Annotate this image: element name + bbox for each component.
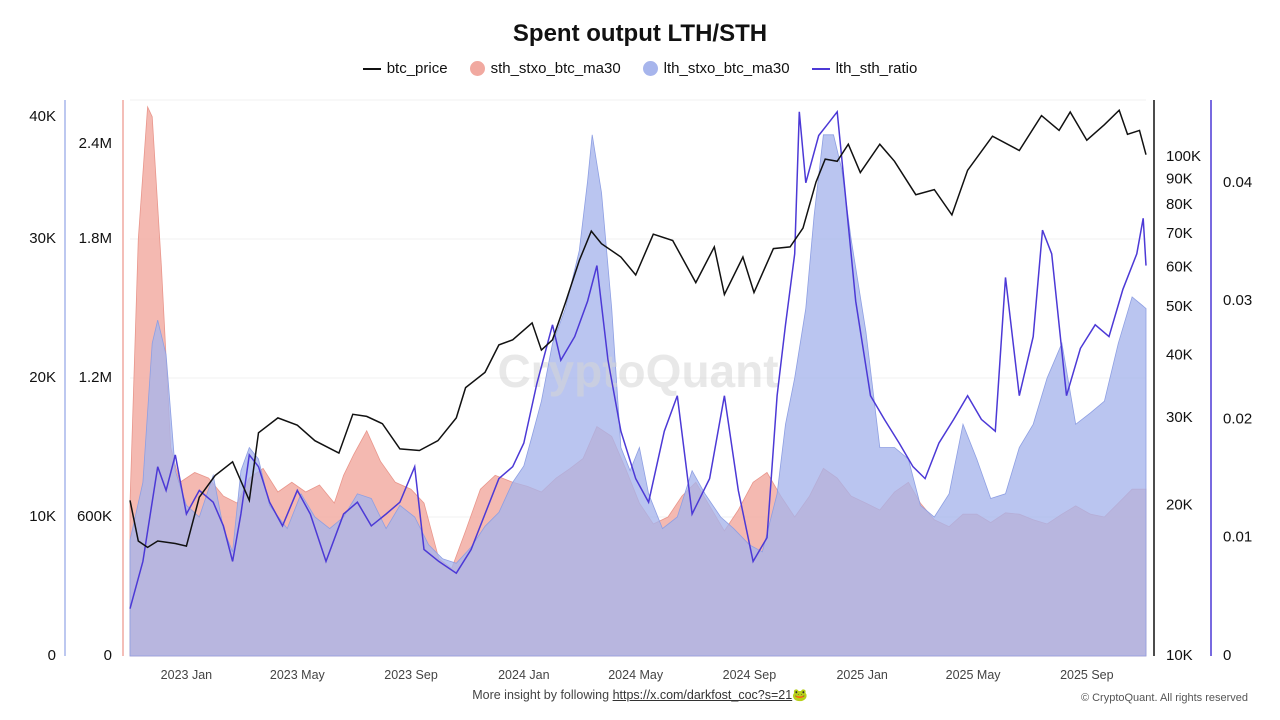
line-layer (129, 108, 1147, 609)
y-tick-left1: 40K (29, 108, 56, 125)
y-tick-right1: 20K (1166, 497, 1193, 514)
footer-note: More insight by following https://x.com/… (0, 688, 1280, 703)
legend-swatch-lth-stxo (642, 61, 658, 76)
legend-swatch-lth-sth-ratio (811, 67, 830, 70)
legend-label-lth-stxo: lth_stxo_btc_ma30 (663, 60, 790, 77)
legend-label-lth-sth-ratio: lth_sth_ratio (835, 60, 918, 77)
y-tick-left1: 20K (29, 369, 56, 386)
legend-item-lth-sth-ratio[interactable]: lth_sth_ratio (811, 60, 918, 77)
legend-label-sth-stxo: sth_stxo_btc_ma30 (490, 60, 621, 77)
frog-icon: 🐸 (792, 688, 808, 702)
chart-title: Spent output LTH/STH (512, 20, 768, 47)
footer-link[interactable]: https://x.com/darkfost_coc?s=21 (612, 688, 793, 702)
y-tick-right1: 50K (1166, 298, 1193, 315)
y-tick-right2: 0 (1223, 647, 1231, 664)
x-tick-label: 2023 Jan (161, 668, 212, 682)
y-tick-left1: 0 (48, 647, 56, 664)
y-tick-right2: 0.04 (1223, 174, 1252, 191)
legend-label-btc-price: btc_price (386, 60, 448, 77)
y-tick-right1: 60K (1166, 259, 1193, 276)
footer-prefix: More insight by following (472, 688, 613, 702)
x-tick-label: 2024 Sep (723, 668, 777, 682)
area-layer (129, 105, 1147, 657)
y-tick-right1: 10K (1166, 647, 1193, 664)
y-tick-left2: 600K (77, 508, 112, 525)
x-tick-label: 2025 Jan (836, 668, 887, 682)
series-line-btc-price (129, 108, 1147, 549)
chart-legend: btc_price sth_stxo_btc_ma30 lth_stxo_btc… (0, 60, 1280, 77)
axis-layer: 40K 30K 20K 10K 0 2.4M 1.8M 1.2M 600K 0 100K 90K 80K… (29, 100, 1252, 682)
x-tick-label: 2025 Sep (1060, 668, 1114, 682)
legend-swatch-btc-price (362, 67, 381, 70)
legend-swatch-sth-stxo (469, 61, 485, 76)
legend-item-sth-stxo[interactable]: sth_stxo_btc_ma30 (469, 60, 621, 77)
y-tick-left2: 1.2M (79, 369, 112, 386)
x-tick-label: 2023 May (270, 668, 326, 682)
y-tick-right1: 90K (1166, 171, 1193, 188)
series-line-lth-sth-ratio (129, 109, 1147, 609)
y-tick-right2: 0.02 (1223, 410, 1252, 427)
y-tick-left1: 30K (29, 230, 56, 247)
y-tick-left2: 2.4M (79, 135, 112, 152)
y-tick-left2: 0 (104, 647, 112, 664)
y-tick-right2: 0.03 (1223, 292, 1252, 309)
y-tick-right2: 0.01 (1223, 529, 1252, 546)
series-area-lth-stxo (129, 134, 1147, 657)
y-tick-right1: 100K (1166, 148, 1201, 165)
y-tick-right1: 80K (1166, 196, 1193, 213)
y-tick-left2: 1.8M (79, 230, 112, 247)
x-tick-label: 2024 May (608, 668, 664, 682)
legend-item-btc-price[interactable]: btc_price (362, 60, 448, 77)
y-tick-right1: 40K (1166, 346, 1193, 363)
y-tick-right1: 30K (1166, 409, 1193, 426)
copyright-text: © CryptoQuant. All rights reserved (1080, 692, 1248, 704)
x-tick-label: 2023 Sep (384, 668, 438, 682)
legend-item-lth-stxo[interactable]: lth_stxo_btc_ma30 (642, 60, 790, 77)
x-tick-label: 2025 May (946, 668, 1002, 682)
y-tick-left1: 10K (29, 508, 56, 525)
x-tick-label: 2024 Jan (498, 668, 549, 682)
y-tick-right1: 70K (1166, 225, 1193, 242)
